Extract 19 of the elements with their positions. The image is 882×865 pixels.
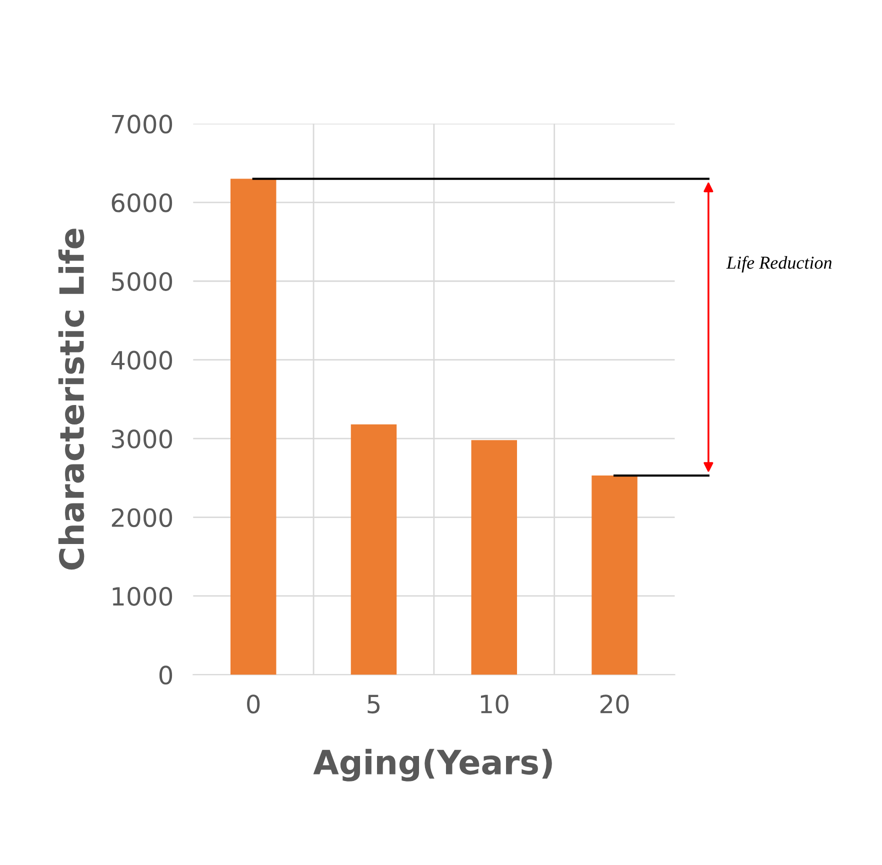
y-tick-label: 6000 [112,193,172,212]
bar [471,440,518,675]
x-tick-label: 0 [247,694,260,714]
y-tick-label: 1000 [112,586,172,606]
y-axis-title: Characteristic Life [58,228,84,570]
text: Life Reduction [726,256,832,272]
x-tick-label: 20 [600,694,629,714]
y-tick-label: 4000 [111,350,172,370]
bar [592,476,638,675]
x-tick-label: 10 [480,694,508,714]
bar [350,424,397,675]
y-tick-label: 2000 [112,508,172,528]
y-tick-label: 7000 [112,114,172,134]
y-tick-label: 0 [159,666,172,685]
x-tick-label: 5 [368,694,380,714]
y-tick-label: 3000 [112,430,172,448]
x-axis-title: Aging(Years) [313,748,552,782]
bar [230,178,276,675]
y-tick-label: 5000 [112,272,172,291]
